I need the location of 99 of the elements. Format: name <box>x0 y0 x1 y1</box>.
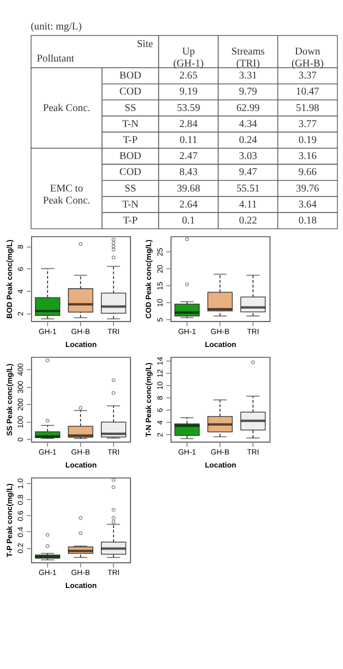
y-tick-label: 6 <box>156 408 165 412</box>
y-tick-label: 6 <box>16 266 26 272</box>
y2-tick-label: EMC to Peak Conc. <box>42 183 90 207</box>
y-tick-label: T-N <box>122 199 140 210</box>
y-axis-title: BOD Peak conc(mg/L) <box>4 239 14 319</box>
y-tick-label: 20 <box>156 264 165 274</box>
data-label: 9.47 <box>238 167 258 178</box>
x-tick-label: Streams (TRI) <box>231 46 265 70</box>
data-label: 4.11 <box>239 199 257 210</box>
y-tick-label: 10 <box>156 298 165 308</box>
y-axis-title: Pollutant <box>36 54 74 65</box>
y-tick-label: 4 <box>156 420 165 425</box>
data-label: 4.34 <box>238 118 258 130</box>
y-tick-label: 400 <box>16 363 26 376</box>
x-tick-label: GH-B <box>210 326 230 336</box>
y-tick-label: 2 <box>156 432 165 437</box>
data-label: 0.24 <box>238 134 258 146</box>
x-axis-title: Location <box>204 460 237 470</box>
data-label: 55.51 <box>236 183 260 194</box>
y-tick-label: 0.8 <box>16 494 26 505</box>
data-label: 3.37 <box>298 70 317 82</box>
y-tick-label: 8 <box>16 244 26 249</box>
y-tick-label: COD <box>119 167 142 178</box>
x-axis-title: Location <box>65 340 98 349</box>
data-label: 9.79 <box>238 86 258 98</box>
data-label: 0.11 <box>180 134 198 146</box>
x-tick-label: GH-1 <box>178 447 196 456</box>
x-tick-label: GH-1 <box>178 326 196 336</box>
x-axis-title: Site <box>136 39 154 50</box>
data-label: 3.77 <box>298 118 317 130</box>
x-tick-label: TRI <box>107 447 120 456</box>
data-label: 3.16 <box>298 151 317 162</box>
y-axis-title: SS Peak conc(mg/L) <box>4 363 14 436</box>
data-label: 51.98 <box>296 102 320 114</box>
text: (unit: mg/L) <box>30 22 82 32</box>
y-tick-label: 0 <box>16 437 26 442</box>
x-tick-label: GH-1 <box>38 447 57 456</box>
data-label: 2.84 <box>179 118 198 130</box>
y-tick-label: T-N <box>122 118 140 130</box>
y-axis-title: T-N Peak conc(mg/L) <box>144 362 154 437</box>
y-tick-label: T-P <box>123 215 138 226</box>
x-tick-label: GH-B <box>71 447 90 456</box>
x-tick-label: TRI <box>107 326 120 336</box>
y-tick-label: 0.6 <box>16 510 26 522</box>
y-tick-label: 0.2 <box>16 542 26 554</box>
data-label: 9.66 <box>298 167 317 178</box>
y-tick-label: 12 <box>156 369 165 378</box>
data-label: 2.65 <box>179 70 198 82</box>
y-tick-label: 8 <box>156 396 165 400</box>
y-tick-label: BOD <box>119 70 142 82</box>
x-tick-label: GH-B <box>71 326 90 336</box>
y-tick-label: SS <box>124 102 136 114</box>
x-tick-label: TRI <box>107 568 120 577</box>
x-tick-label: TRI <box>246 326 260 336</box>
data-label: 62.99 <box>236 102 260 114</box>
y-tick-label: 200 <box>16 398 26 411</box>
y-tick-label: T-P <box>123 134 138 146</box>
data-label: 3.31 <box>238 70 258 82</box>
y-tick-label: 5 <box>156 318 165 322</box>
y-axis-title: T-P Peak conc(mg/L) <box>4 482 14 558</box>
y-tick-label: 14 <box>156 356 165 366</box>
x-axis-title: Location <box>65 581 98 590</box>
x-tick-label: GH-B <box>71 568 90 577</box>
data-label: 3.64 <box>298 199 318 210</box>
y-tick-label: 4 <box>16 289 26 294</box>
y-tick-label: 300 <box>16 380 26 394</box>
data-label: 53.59 <box>176 102 200 114</box>
data-label: 0.18 <box>298 215 317 226</box>
data-label: 2.64 <box>179 199 198 210</box>
x-tick-label: GH-1 <box>38 568 57 577</box>
x-tick-label: Down (GH-B) <box>291 46 324 70</box>
data-label: 0.19 <box>298 134 317 146</box>
x-axis-title: Location <box>65 460 98 470</box>
data-label: 39.68 <box>176 183 200 194</box>
y-tick-label: 15 <box>156 282 165 290</box>
data-label: 9.19 <box>179 86 198 98</box>
data-label: 0.1 <box>182 215 195 226</box>
data-label: 39.76 <box>296 183 320 194</box>
y-tick-label: BOD <box>119 151 142 162</box>
y-tick-label: SS <box>124 183 136 194</box>
data-label: 10.47 <box>296 86 320 98</box>
x-tick-label: GH-1 <box>38 326 57 336</box>
y-tick-label: COD <box>119 86 142 98</box>
x-tick-label: GH-B <box>210 447 230 456</box>
y-tick-label: 0.4 <box>16 526 26 538</box>
x-tick-label: Up (GH-1) <box>173 46 204 70</box>
x-axis-title: Location <box>204 340 237 349</box>
data-label: 3.03 <box>238 151 258 162</box>
y-tick-label: 100 <box>16 416 26 428</box>
x-tick-label: TRI <box>246 447 260 456</box>
data-label: 8.43 <box>179 167 198 178</box>
y-axis-title: COD Peak conc(mg/L) <box>144 239 154 319</box>
y2-tick-label: Peak Conc. <box>42 102 90 114</box>
y-tick-label: 1.0 <box>16 478 26 489</box>
y-tick-label: 10 <box>156 381 165 390</box>
y-tick-label: 2 <box>16 312 26 316</box>
data-label: 0.22 <box>238 215 258 226</box>
y-tick-label: 25 <box>156 248 165 256</box>
data-label: 2.47 <box>179 151 198 162</box>
